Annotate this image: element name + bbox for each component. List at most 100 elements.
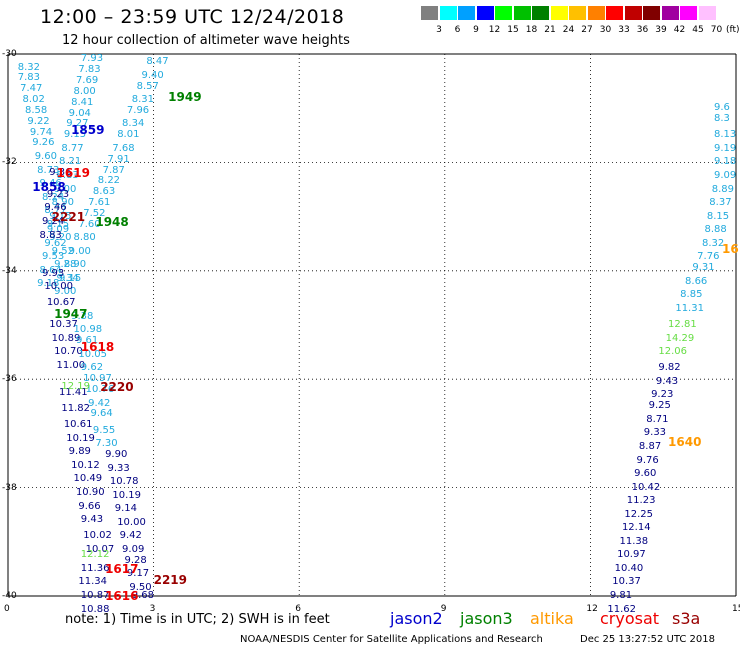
pass-time-label: 1947 (54, 307, 88, 322)
swh-value: 9.34 (56, 272, 79, 284)
swh-value: 9.15 (63, 129, 87, 141)
swh-value: 9.00 (54, 183, 77, 195)
legend-label: 27 (581, 25, 593, 35)
swh-value: 10.67 (46, 297, 76, 309)
swh-value: 9.68 (131, 590, 155, 601)
swh-value: 8.85 (680, 289, 703, 301)
swh-value: 7.60 (78, 218, 101, 230)
footnote: note: 1) Time is in UTC; 2) SWH is in fe… (65, 612, 330, 627)
swh-value: 9.23 (651, 389, 674, 401)
swh-value: 10.87 (80, 590, 110, 601)
swh-value: 10.12 (71, 459, 100, 471)
legend-swatch (458, 6, 475, 20)
pass-time-label: 1948 (95, 215, 129, 230)
pass-time-label: 1640 (668, 434, 702, 449)
legend-label: 6 (454, 25, 461, 35)
swh-value: 9.40 (141, 69, 164, 81)
credit-line: NOAA/NESDIS Center for Satellite Applica… (240, 634, 543, 645)
swh-value: 8.57 (136, 80, 159, 92)
swh-value: 10.19 (66, 432, 95, 444)
legend-label: 15 (507, 25, 519, 35)
swh-value: 10.40 (614, 562, 644, 574)
lon-tick-label: 9 (440, 604, 447, 614)
legend-swatch (661, 6, 679, 20)
swh-value: 7.96 (126, 104, 150, 116)
swh-value: 9.20 (49, 232, 72, 244)
swh-value: 9.42 (88, 397, 111, 409)
swh-value: 9.89 (68, 446, 91, 458)
swh-value: 9.31 (692, 262, 715, 274)
swh-value: 11.23 (626, 495, 656, 507)
swh-value: 9.17 (126, 568, 150, 580)
swh-value: 9.93 (41, 267, 65, 279)
lat-tick-label: -32 (2, 157, 17, 168)
swh-value: 10.37 (49, 319, 78, 330)
swh-value: 9.52 (51, 245, 74, 257)
swh-value: 9.15 (58, 272, 82, 284)
swh-value: 8.77 (44, 205, 67, 217)
swh-value: 9.60 (34, 150, 57, 162)
swh-value: 10.42 (631, 481, 661, 493)
legend-label: 24 (562, 25, 575, 35)
swh-value: 10.07 (85, 543, 115, 555)
swh-value: 9.76 (636, 454, 659, 466)
legend-label: 33 (618, 25, 630, 35)
pass-time-label: 2219 (153, 572, 187, 587)
satellite-label-altika: altika (530, 609, 574, 628)
legend-label: 30 (599, 25, 612, 35)
legend-swatch (680, 6, 697, 20)
swh-value: 9.09 (122, 543, 145, 555)
swh-value: 9.26 (32, 137, 55, 149)
swh-value: 7.47 (20, 83, 43, 95)
lon-tick-label: 15 (732, 604, 740, 614)
swh-value: 9.22 (27, 115, 50, 127)
swh-value: 9.6 (714, 102, 730, 114)
swh-value: 10.97 (617, 549, 646, 561)
legend-swatch (698, 6, 716, 20)
swh-value: 7.93 (80, 53, 104, 65)
swh-value: 8.01 (117, 129, 140, 141)
swh-value: 7.87 (102, 164, 125, 176)
swh-value: 9.74 (29, 126, 53, 138)
swh-value: 11.34 (78, 576, 107, 588)
swh-value: 9.00 (54, 286, 77, 298)
legend-label: 21 (544, 25, 556, 35)
swh-value: 8.37 (709, 197, 732, 209)
swh-value: 8.73 (37, 164, 60, 176)
legend-label: 18 (525, 25, 538, 35)
swh-value: 12.06 (658, 346, 687, 358)
swh-value: 9.53 (41, 251, 65, 263)
legend-swatch (587, 6, 605, 20)
swh-value: 9.25 (648, 400, 671, 412)
swh-value: 8.77 (61, 142, 84, 154)
legend-label: 9 (473, 25, 479, 35)
swh-value: 10.37 (612, 576, 641, 588)
swh-value: 9.38 (71, 310, 94, 322)
swh-value: 11.38 (619, 535, 649, 547)
swh-value: 9.15 (49, 210, 72, 222)
swh-value: 10.78 (109, 476, 139, 488)
swh-value: 8.66 (685, 275, 708, 287)
swh-value: 10.49 (73, 473, 103, 485)
swh-value: 9.18 (714, 156, 737, 168)
pass-time-label: 1858 (32, 179, 66, 194)
lon-tick-label: 3 (149, 604, 156, 614)
swh-value: 12.12 (80, 549, 110, 561)
swh-value: 8.32 (17, 61, 40, 73)
swh-value: 8.64 (39, 264, 62, 276)
swh-value: 7.83 (17, 72, 40, 84)
swh-value: 9.55 (92, 424, 116, 436)
swh-value: 10.61 (63, 419, 93, 431)
swh-value: 12.19 (61, 381, 91, 393)
swh-value: 8.21 (58, 156, 82, 168)
swh-value: 10.02 (83, 530, 112, 542)
legend-label: 39 (655, 25, 667, 35)
legend-label: 36 (636, 25, 649, 35)
swh-value: 7.76 (697, 251, 720, 263)
swh-value: 7.91 (107, 153, 130, 165)
swh-value: 9.09 (46, 224, 70, 236)
pass-time-label: 1619 (56, 166, 90, 181)
legend-swatch (439, 6, 457, 20)
swh-value: 10.89 (51, 332, 81, 344)
swh-value: 9.42 (119, 530, 142, 542)
